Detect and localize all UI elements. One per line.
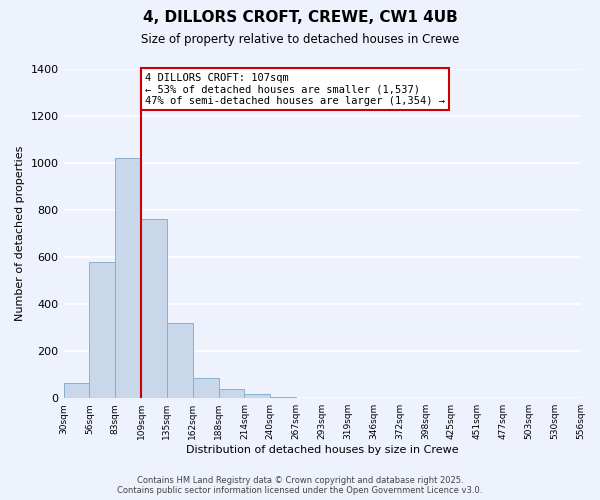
Text: Contains HM Land Registry data © Crown copyright and database right 2025.
Contai: Contains HM Land Registry data © Crown c…	[118, 476, 482, 495]
Bar	[89, 262, 115, 398]
Text: Size of property relative to detached houses in Crewe: Size of property relative to detached ho…	[141, 32, 459, 46]
Bar	[141, 220, 167, 398]
Bar	[193, 378, 218, 398]
Bar	[271, 397, 296, 398]
X-axis label: Distribution of detached houses by size in Crewe: Distribution of detached houses by size …	[186, 445, 458, 455]
Y-axis label: Number of detached properties: Number of detached properties	[15, 146, 25, 322]
Text: 4 DILLORS CROFT: 107sqm
← 53% of detached houses are smaller (1,537)
47% of semi: 4 DILLORS CROFT: 107sqm ← 53% of detache…	[145, 72, 445, 106]
Bar	[115, 158, 141, 398]
Bar	[244, 394, 271, 398]
Text: 4, DILLORS CROFT, CREWE, CW1 4UB: 4, DILLORS CROFT, CREWE, CW1 4UB	[143, 10, 457, 25]
Bar	[64, 383, 89, 398]
Bar	[218, 389, 244, 398]
Bar	[167, 323, 193, 398]
